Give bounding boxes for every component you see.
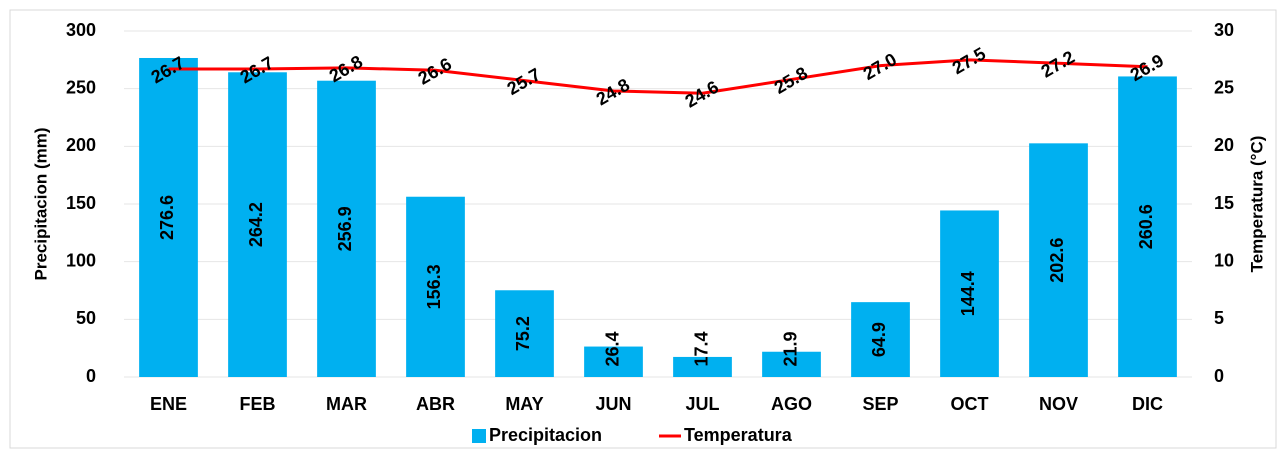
y2-tick-label: 20	[1214, 135, 1234, 155]
bar	[1118, 76, 1177, 377]
y-axis-title: Precipitacion (mm)	[31, 127, 50, 280]
y-tick-label: 150	[66, 193, 96, 213]
x-tick-label: OCT	[951, 394, 989, 414]
x-tick-label: JUL	[685, 394, 719, 414]
x-tick-label: MAR	[326, 394, 367, 414]
legend-label: Precipitacion	[489, 425, 602, 445]
y-tick-label: 100	[66, 250, 96, 270]
x-tick-label: ABR	[416, 394, 455, 414]
bar-value-label: 156.3	[424, 264, 444, 309]
x-tick-label: FEB	[240, 394, 276, 414]
y-tick-label: 250	[66, 77, 96, 97]
x-tick-label: ENE	[150, 394, 187, 414]
bar	[584, 346, 643, 377]
x-tick-label: DIC	[1132, 394, 1163, 414]
bar-value-label: 75.2	[513, 316, 533, 351]
bar-value-label: 64.9	[869, 322, 889, 357]
legend-swatch	[472, 429, 486, 443]
bar	[228, 72, 287, 377]
bar-value-label: 260.6	[1136, 204, 1156, 249]
x-tick-label: MAY	[505, 394, 543, 414]
x-tick-label: NOV	[1039, 394, 1078, 414]
x-tick-label: AGO	[771, 394, 812, 414]
y-tick-label: 0	[86, 366, 96, 386]
bar	[1029, 143, 1088, 377]
bar	[851, 302, 910, 377]
y-tick-label: 300	[66, 20, 96, 40]
bar-value-label: 256.9	[335, 206, 355, 251]
bar	[139, 57, 198, 377]
bar	[495, 290, 554, 377]
y-tick-label: 200	[66, 135, 96, 155]
bar	[406, 196, 465, 377]
bar	[317, 80, 376, 377]
y2-tick-label: 30	[1214, 20, 1234, 40]
bar-value-label: 276.6	[157, 195, 177, 240]
x-tick-label: SEP	[862, 394, 898, 414]
line	[168, 58, 1148, 95]
bar-value-label: 17.4	[691, 331, 711, 366]
bar-value-label: 26.4	[602, 331, 622, 366]
y2-tick-label: 15	[1214, 193, 1234, 213]
legend-label: Temperatura	[684, 425, 793, 445]
y2-axis-title: Temperatura (°C)	[1247, 136, 1266, 273]
bar-value-label: 202.6	[1047, 238, 1067, 283]
bar-value-label: 264.2	[246, 202, 266, 247]
y2-tick-label: 10	[1214, 250, 1234, 270]
y-tick-label: 50	[76, 308, 96, 328]
bar	[762, 351, 821, 377]
y2-tick-label: 25	[1214, 77, 1234, 97]
y2-tick-label: 0	[1214, 366, 1224, 386]
x-tick-label: JUN	[595, 394, 631, 414]
bar-value-label: 21.9	[780, 331, 800, 366]
bar-value-label: 144.4	[958, 271, 978, 316]
bar	[673, 356, 732, 377]
bar	[940, 210, 999, 377]
y2-tick-label: 5	[1214, 308, 1224, 328]
